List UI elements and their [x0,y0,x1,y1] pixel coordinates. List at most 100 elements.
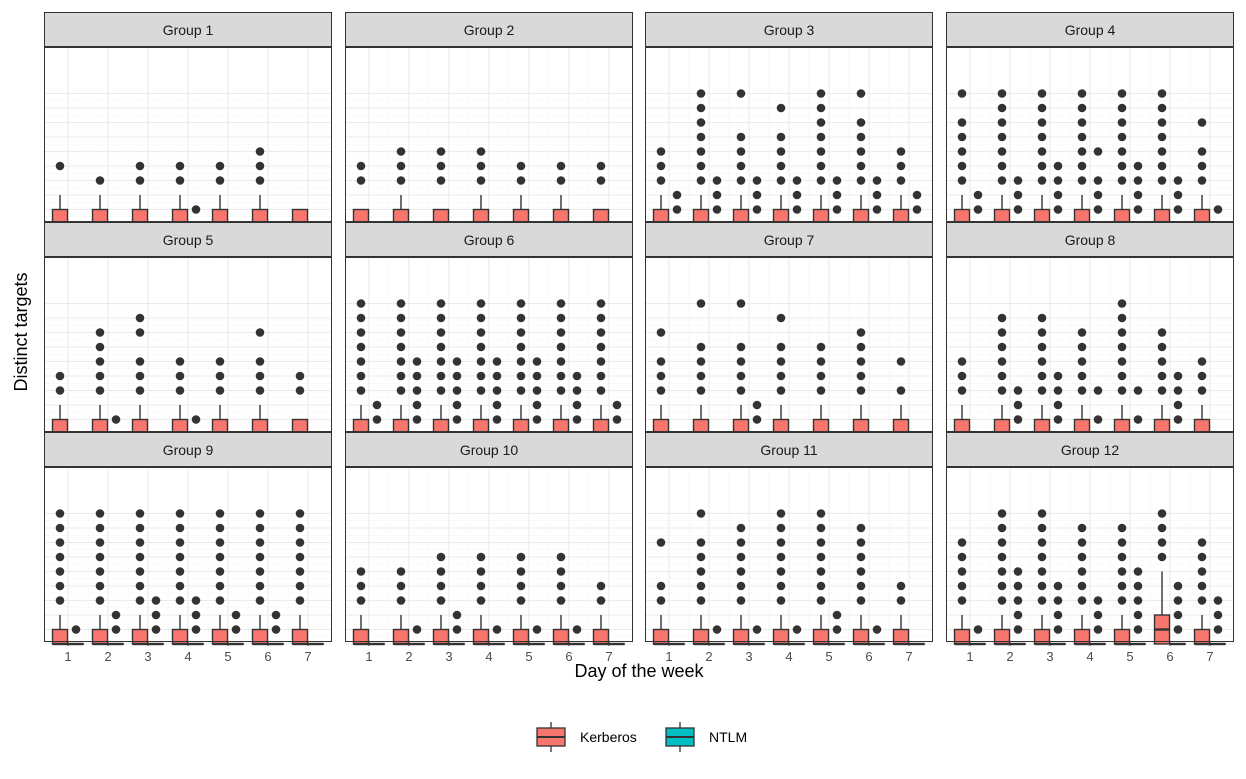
outlier-point [656,357,666,366]
outlier-point [1197,581,1207,591]
outlier-point [872,625,882,634]
outlier-point [436,371,446,381]
outlier-point [95,328,105,337]
outlier-point [1157,342,1167,352]
outlier-point [1157,523,1167,533]
outlier-point [215,161,225,171]
kerberos-boxplot [852,523,870,646]
outlier-point [1173,610,1183,620]
outlier-point [1053,190,1063,200]
outlier-point [295,371,305,381]
facet-strip-label: Group 9 [163,442,214,458]
kerberos-boxplot [1033,89,1051,226]
facet-plot-area: 1 2 3 4 5 6 7 [44,467,332,664]
outlier-point [856,176,866,185]
outlier-point [55,371,65,381]
outlier-point [396,299,406,308]
outlier-point [556,342,566,352]
outlier-point [492,415,502,424]
outlier-point [973,205,983,214]
outlier-point [1157,552,1167,562]
outlier-point [776,103,786,113]
outlier-point [1077,103,1087,113]
outlier-point [696,538,706,547]
kerberos-boxplot [1113,523,1131,646]
x-tick-label: 4 [1086,649,1093,664]
facet-strip-label: Group 8 [1065,232,1116,248]
outlier-point [696,103,706,113]
outlier-point [1157,509,1167,518]
outlier-point [856,371,866,381]
outlier-point [1197,176,1207,185]
kerberos-boxplot [552,161,570,226]
kerberos-boxplot [472,147,490,226]
panel-border [44,47,332,222]
outlier-point [896,581,906,591]
outlier-point [1117,147,1127,156]
outlier-point [1213,596,1223,605]
panel-border [44,467,332,642]
outlier-point [572,400,582,410]
outlier-point [957,118,967,127]
outlier-point [792,176,802,185]
outlier-point [295,581,305,591]
outlier-point [816,567,826,576]
outlier-point [1037,567,1047,576]
outlier-point [856,538,866,547]
outlier-point [532,371,542,381]
outlier-point [1037,89,1047,98]
outlier-point [1053,176,1063,185]
outlier-point [436,176,446,185]
facet-plot-area [345,257,633,436]
outlier-point [476,386,486,395]
outlier-point [776,342,786,352]
x-tick-label: 1 [365,649,372,664]
outlier-point [696,596,706,605]
outlier-point [295,538,305,547]
outlier-point [95,371,105,381]
outlier-point [1053,400,1063,410]
outlier-point [656,147,666,156]
outlier-point [596,313,606,323]
facet-panel: Group 6 [345,222,633,436]
outlier-point [412,357,422,366]
outlier-point [912,190,922,200]
outlier-point [396,581,406,591]
outlier-point [476,552,486,562]
outlier-point [997,342,1007,352]
ntlm-boxplot [708,625,726,646]
outlier-point [436,386,446,395]
outlier-point [957,371,967,381]
outlier-point [175,161,185,171]
outlier-point [572,386,582,395]
kerberos-boxplot [211,509,229,646]
outlier-point [1013,190,1023,200]
outlier-point [516,371,526,381]
outlier-point [436,357,446,366]
outlier-point [1053,596,1063,605]
outlier-point [1013,596,1023,605]
x-tick-label: 4 [485,649,492,664]
outlier-point [1117,342,1127,352]
outlier-point [452,357,462,366]
kerberos-boxplot [772,509,790,646]
outlier-point [516,313,526,323]
outlier-point [1053,161,1063,171]
outlier-point [816,509,826,518]
outlier-point [1037,147,1047,156]
outlier-point [255,523,265,533]
legend: Kerberos NTLM [536,722,747,752]
outlier-point [776,357,786,366]
outlier-point [1077,371,1087,381]
outlier-point [656,538,666,547]
facet-strip [44,432,332,467]
outlier-point [55,386,65,395]
outlier-point [776,523,786,533]
outlier-point [175,581,185,591]
outlier-point [396,371,406,381]
kerberos-boxplot [512,552,530,646]
outlier-point [452,415,462,424]
outlier-point [1117,103,1127,113]
x-tick-label: 3 [745,649,752,664]
outlier-point [1117,581,1127,591]
